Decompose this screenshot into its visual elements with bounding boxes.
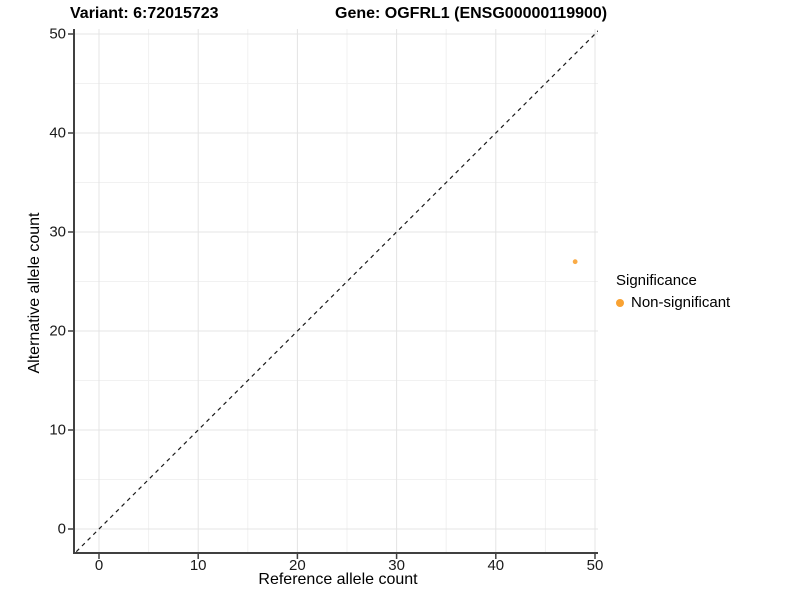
data-point	[572, 259, 578, 265]
y-tick-label: 30	[49, 223, 66, 241]
plot-title-gene: Gene: OGFRL1 (ENSG00000119900)	[335, 5, 608, 22]
y-tick-label: 50	[49, 25, 66, 43]
x-tick-label: 50	[586, 557, 604, 574]
y-tick-label: 40	[49, 124, 66, 142]
x-axis-title: Reference allele count	[258, 571, 418, 588]
y-tick-label: 20	[49, 322, 66, 340]
y-tick-label: 10	[49, 421, 66, 439]
y-tick-label: 0	[57, 520, 66, 538]
legend-point-icon	[616, 298, 624, 307]
x-tick-label: 20	[289, 557, 306, 574]
x-tick-label: 30	[388, 557, 405, 574]
legend-item-label: Non-significant	[631, 294, 731, 311]
legend-item: Non-significant	[616, 294, 730, 311]
legend: Significance Non-significant	[616, 272, 730, 311]
x-tick-label: 40	[487, 557, 505, 574]
legend-title: Significance	[616, 272, 697, 289]
x-tick-label: 0	[94, 557, 104, 574]
plot-title-variant: Variant: 6:72015723	[70, 5, 219, 22]
x-tick-label: 10	[189, 557, 207, 574]
